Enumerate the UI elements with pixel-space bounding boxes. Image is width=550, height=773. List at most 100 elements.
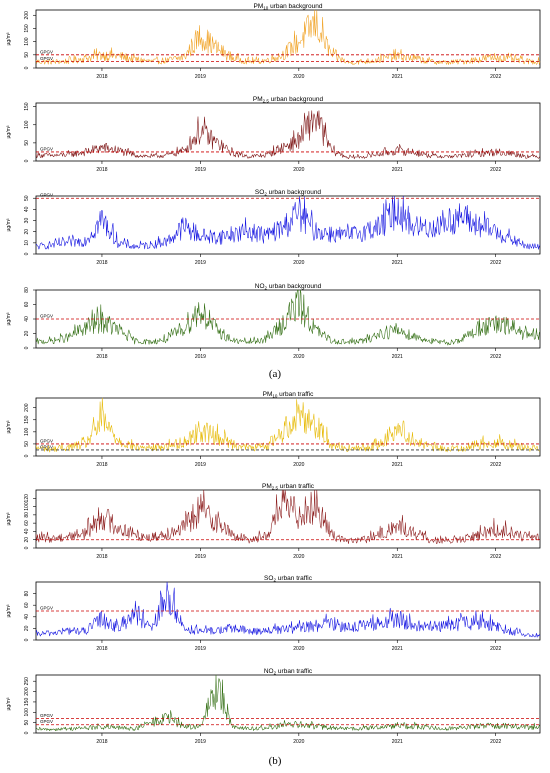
x-tick-label: 2019: [195, 74, 206, 80]
x-tick-label: 2022: [490, 462, 501, 468]
y-tick-label: 200: [24, 403, 30, 412]
y-tick-label: 20: [24, 229, 30, 235]
chart-title: PM2.5 urban background: [253, 96, 324, 104]
plot-frame: [35, 9, 541, 69]
y-tick-label: 30: [24, 218, 30, 224]
y-axis-label: µg/m³: [6, 604, 12, 617]
y-tick-label: 40: [24, 614, 30, 620]
chart-title-subscript: 2.5: [263, 99, 270, 104]
y-tick-label: 200: [24, 11, 30, 20]
chart-title-rest: urban background: [267, 283, 322, 290]
chart-title-rest: urban background: [269, 96, 324, 103]
y-tick-label: 80: [24, 512, 30, 518]
x-tick-label: 2018: [96, 354, 107, 360]
chart-title-main: NO: [255, 283, 265, 290]
threshold-label: GPGV: [40, 146, 53, 151]
y-tick-label: 20: [24, 537, 30, 543]
y-tick-label: 0: [24, 638, 30, 641]
y-tick-label: 150: [24, 24, 30, 33]
x-tick-label: 2021: [392, 646, 403, 652]
x-tick-label: 2020: [293, 354, 304, 360]
threshold-label: GPGV: [40, 444, 53, 449]
x-tick-label: 2020: [293, 739, 304, 745]
y-tick-label: 100: [24, 120, 30, 129]
y-axis-label: µg/m³: [6, 32, 12, 45]
x-tick-label: 2018: [96, 739, 107, 745]
y-axis-label: µg/m³: [6, 697, 12, 710]
chart-title: PM10 urban background: [254, 3, 323, 11]
chart-title: SO2 urban traffic: [264, 575, 313, 583]
y-tick-label: 10: [24, 240, 30, 246]
series-line: [35, 489, 541, 544]
threshold-label: GPGV: [40, 314, 53, 319]
threshold-label: GPGV: [40, 606, 53, 611]
y-tick-label: 40: [24, 206, 30, 212]
y-tick-label: 50: [24, 140, 30, 146]
chart-title-subscript: 10: [263, 6, 269, 11]
chart-title-main: SO: [255, 189, 264, 196]
y-axis-label: µg/m³: [6, 512, 12, 525]
x-tick-label: 2018: [96, 462, 107, 468]
x-tick-label: 2021: [392, 462, 403, 468]
threshold-label: GPGV: [40, 56, 53, 61]
x-tick-label: 2018: [96, 260, 107, 266]
chart-title: SO2 urban background: [255, 189, 322, 197]
plot-frame: [35, 489, 541, 549]
y-tick-label: 120: [24, 494, 30, 503]
x-tick-label: 2021: [392, 260, 403, 266]
x-tick-label: 2019: [195, 167, 206, 173]
y-tick-label: 20: [24, 625, 30, 631]
chart-title: PM2.5 urban traffic: [262, 483, 315, 491]
x-tick-label: 2022: [490, 739, 501, 745]
x-tick-label: 2019: [195, 554, 206, 560]
plot-frame: [35, 674, 541, 734]
chart-title-rest: urban background: [267, 189, 322, 196]
x-tick-label: 2021: [392, 167, 403, 173]
x-tick-label: 2019: [195, 354, 206, 360]
y-tick-label: 80: [24, 591, 30, 597]
y-tick-label: 0: [24, 454, 30, 457]
plot-frame: [35, 397, 541, 457]
y-tick-label: 200: [24, 687, 30, 696]
y-tick-label: 100: [24, 502, 30, 511]
y-tick-label: 50: [24, 52, 30, 58]
x-tick-label: 2022: [490, 354, 501, 360]
chart-title-rest: urban traffic: [278, 483, 315, 490]
chart-title: PM10 urban traffic: [263, 391, 315, 399]
y-tick-label: 100: [24, 708, 30, 717]
x-tick-label: 2021: [392, 554, 403, 560]
x-tick-label: 2020: [293, 260, 304, 266]
x-tick-label: 2021: [392, 739, 403, 745]
chart-title-main: PM: [253, 96, 263, 103]
x-tick-label: 2022: [490, 167, 501, 173]
chart-title-rest: urban traffic: [277, 391, 314, 398]
x-tick-label: 2018: [96, 554, 107, 560]
chart-title: NO2 urban traffic: [264, 668, 313, 676]
y-tick-label: 0: [24, 159, 30, 162]
chart-title-subscript: 2: [274, 671, 277, 676]
x-tick-label: 2021: [392, 74, 403, 80]
y-tick-label: 0: [24, 546, 30, 549]
threshold-label: GPGV: [40, 719, 53, 724]
y-tick-label: 50: [24, 720, 30, 726]
x-tick-label: 2022: [490, 260, 501, 266]
threshold-label: GPGV: [40, 49, 53, 54]
y-tick-label: 40: [24, 528, 30, 534]
x-tick-label: 2019: [195, 646, 206, 652]
panel-group-label: (a): [269, 368, 282, 380]
plot-frame: [35, 102, 541, 162]
threshold-label: GPGV: [40, 438, 53, 443]
chart-title-rest: urban background: [268, 3, 323, 10]
y-tick-label: 0: [24, 346, 30, 349]
chart-title-main: SO: [264, 575, 273, 582]
panel-group-label: (b): [269, 755, 282, 767]
x-tick-label: 2022: [490, 646, 501, 652]
y-tick-label: 0: [24, 252, 30, 255]
y-axis-label: µg/m³: [6, 420, 12, 433]
chart-title-subscript: 2: [273, 578, 276, 583]
series-line: [35, 581, 541, 638]
chart-title-rest: urban traffic: [276, 575, 313, 582]
x-tick-label: 2019: [195, 260, 206, 266]
chart-title-main: NO: [264, 668, 274, 675]
